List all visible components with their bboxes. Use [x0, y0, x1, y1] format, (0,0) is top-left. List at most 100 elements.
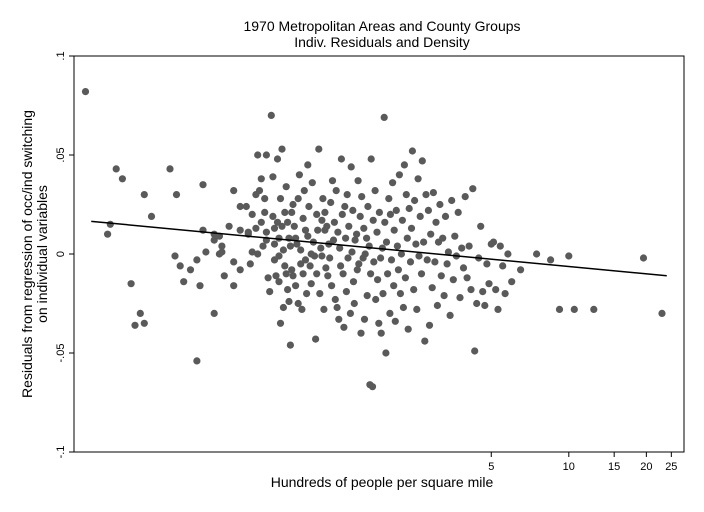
data-point — [441, 212, 450, 220]
data-point — [395, 171, 403, 179]
data-point — [257, 218, 265, 226]
data-point — [338, 210, 346, 218]
data-point — [210, 236, 218, 244]
data-point — [555, 305, 564, 313]
data-point — [404, 325, 412, 333]
data-point — [285, 297, 293, 306]
data-point — [471, 347, 479, 355]
data-point — [440, 292, 448, 300]
data-point — [351, 236, 359, 244]
data-point — [104, 230, 112, 238]
data-point — [565, 252, 573, 260]
data-point — [289, 200, 297, 209]
data-point — [246, 260, 254, 268]
data-point — [374, 276, 382, 284]
data-point — [499, 262, 507, 270]
x-tick-label: 10 — [563, 461, 575, 473]
data-point — [397, 250, 405, 258]
data-point — [275, 278, 283, 286]
data-point — [361, 250, 369, 258]
data-point — [345, 222, 353, 230]
data-point — [328, 282, 336, 290]
data-point — [399, 303, 407, 312]
data-point — [323, 222, 331, 230]
data-point — [401, 274, 409, 282]
data-point — [451, 232, 459, 240]
data-point — [322, 264, 330, 272]
data-point — [456, 294, 464, 302]
data-point — [180, 278, 188, 286]
data-point — [290, 222, 298, 230]
data-point — [254, 151, 262, 159]
data-point — [306, 262, 314, 270]
data-point — [390, 226, 398, 234]
data-point — [318, 252, 326, 260]
data-point — [273, 155, 282, 163]
data-point — [421, 337, 429, 345]
data-point — [127, 280, 135, 288]
data-point — [278, 145, 286, 153]
data-point — [443, 260, 451, 268]
data-point — [307, 280, 315, 288]
data-point — [286, 242, 294, 250]
data-point — [658, 309, 666, 317]
data-point — [467, 286, 475, 294]
data-point — [459, 264, 468, 272]
data-point — [370, 258, 378, 266]
data-point — [230, 258, 238, 266]
data-point — [408, 147, 416, 155]
y-axis-ticks: -.1 -.05 0 .05 .1 — [55, 51, 74, 458]
y-tick-label: .1 — [55, 51, 67, 60]
data-point — [186, 266, 195, 274]
data-point — [230, 187, 238, 195]
data-point — [335, 315, 343, 323]
data-point — [432, 218, 440, 226]
data-point — [236, 202, 244, 211]
data-point — [327, 198, 335, 207]
data-point — [405, 204, 413, 213]
data-point — [393, 242, 401, 250]
data-point — [315, 145, 323, 153]
data-point — [431, 258, 439, 266]
data-point — [284, 286, 292, 294]
data-point — [347, 163, 355, 171]
data-point — [262, 151, 270, 159]
data-point — [492, 286, 500, 294]
data-point — [140, 191, 148, 199]
data-point — [284, 218, 292, 226]
x-tick-label: 20 — [640, 461, 652, 473]
data-point — [439, 234, 447, 242]
y-tick-label: .05 — [55, 147, 67, 162]
data-point — [444, 248, 452, 256]
data-point — [427, 230, 435, 238]
data-point — [382, 238, 391, 246]
plot-frame — [73, 55, 685, 453]
data-point — [278, 222, 286, 230]
data-point — [473, 299, 481, 308]
data-point — [341, 202, 349, 211]
data-point — [342, 288, 350, 296]
data-point — [248, 248, 256, 256]
data-point — [343, 191, 351, 199]
data-point — [454, 208, 462, 216]
data-point — [218, 242, 226, 250]
y-tick-label: -.1 — [55, 446, 67, 459]
data-point — [367, 270, 375, 278]
data-point — [385, 195, 393, 203]
data-point — [332, 187, 340, 195]
data-point — [282, 183, 290, 191]
data-point — [313, 270, 321, 278]
data-point — [353, 266, 361, 274]
data-point — [236, 266, 244, 274]
data-point — [410, 286, 418, 294]
data-point — [390, 282, 398, 290]
data-point — [355, 260, 363, 268]
data-point — [386, 309, 394, 317]
data-point — [436, 200, 444, 209]
data-point — [275, 252, 283, 260]
data-point — [172, 191, 181, 199]
data-point — [112, 165, 120, 173]
data-point — [340, 323, 348, 331]
data-point — [281, 208, 289, 216]
